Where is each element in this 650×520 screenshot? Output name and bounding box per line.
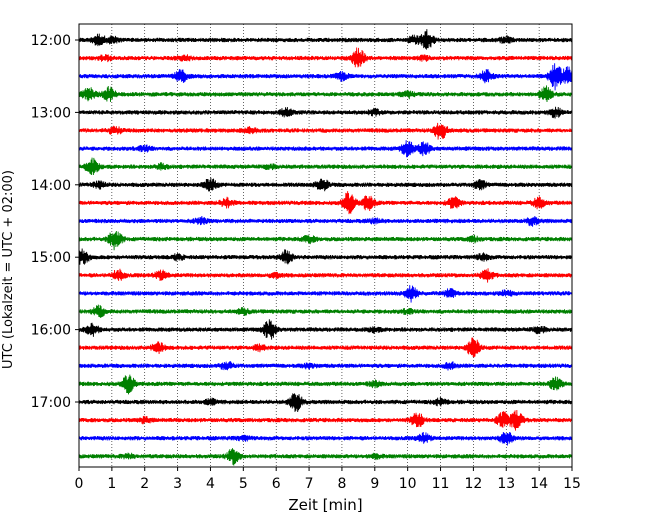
y-tick-label: 16:00	[31, 323, 71, 339]
grid-lines	[111, 24, 540, 467]
y-tick-label: 12:00	[31, 33, 71, 49]
trace-line	[78, 85, 573, 102]
x-tick-label: 13	[497, 476, 515, 492]
y-axis-ticks: 12:00 13:00 14:00 15:00 16:00 17:00	[31, 33, 79, 411]
trace-line	[78, 140, 573, 158]
trace-line	[78, 47, 573, 68]
trace-line	[78, 157, 573, 175]
x-tick-label: 2	[140, 476, 149, 492]
seismic-traces	[78, 29, 573, 466]
x-tick-label: 10	[399, 476, 417, 492]
x-tick-label: 0	[75, 476, 84, 492]
trace-line	[78, 431, 573, 446]
x-tick-label: 12	[464, 476, 482, 492]
x-tick-label: 8	[337, 476, 346, 492]
trace-line	[78, 231, 573, 251]
x-tick-label: 14	[530, 476, 548, 492]
y-tick-label: 13:00	[31, 105, 71, 121]
x-tick-label: 4	[206, 476, 215, 492]
trace-line	[78, 106, 573, 119]
x-tick-label: 7	[305, 476, 314, 492]
trace-line	[78, 216, 573, 227]
trace-line	[78, 177, 573, 192]
trace-line	[78, 304, 573, 318]
trace-line	[78, 393, 573, 413]
x-tick-label: 3	[173, 476, 182, 492]
x-tick-label: 5	[239, 476, 248, 492]
trace-line	[78, 191, 573, 215]
trace-line	[78, 248, 573, 265]
trace-line	[78, 410, 573, 431]
x-tick-label: 9	[370, 476, 379, 492]
x-tick-label: 6	[272, 476, 281, 492]
x-axis-label: Zeit [min]	[288, 496, 362, 514]
y-tick-label: 15:00	[31, 250, 71, 266]
trace-line	[78, 285, 573, 303]
plot-frame	[78, 23, 573, 468]
x-tick-label: 1	[107, 476, 116, 492]
x-axis-ticks: 0 1 2 3 4 5 6 7 8 9 10 11 12 13 14 15	[75, 467, 581, 492]
trace-line	[78, 361, 573, 371]
trace-line	[78, 122, 573, 140]
y-tick-label: 14:00	[31, 178, 71, 194]
trace-line	[78, 448, 573, 466]
x-tick-label: 15	[563, 476, 581, 492]
trace-line	[78, 319, 573, 340]
trace-line	[78, 337, 573, 358]
trace-line	[78, 29, 573, 50]
y-tick-label: 17:00	[31, 395, 71, 411]
trace-line	[78, 374, 573, 395]
trace-line	[78, 268, 573, 283]
x-tick-label: 11	[432, 476, 450, 492]
y-axis-label: UTC (Lokalzeit = UTC + 02:00)	[1, 170, 16, 369]
trace-line	[78, 63, 573, 91]
